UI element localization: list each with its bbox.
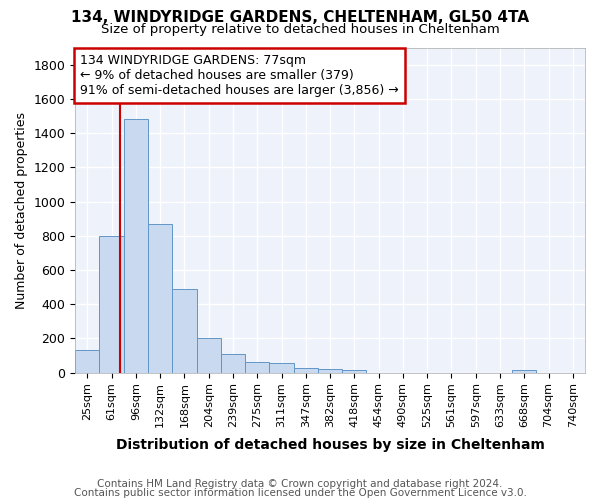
- Bar: [512, 370, 536, 372]
- Bar: [318, 369, 342, 372]
- Y-axis label: Number of detached properties: Number of detached properties: [15, 112, 28, 308]
- Bar: [124, 120, 148, 372]
- Bar: [342, 370, 367, 372]
- Bar: [148, 224, 172, 372]
- Bar: [172, 289, 197, 372]
- Bar: [293, 368, 318, 372]
- Text: Contains HM Land Registry data © Crown copyright and database right 2024.: Contains HM Land Registry data © Crown c…: [97, 479, 503, 489]
- X-axis label: Distribution of detached houses by size in Cheltenham: Distribution of detached houses by size …: [116, 438, 545, 452]
- Bar: [75, 350, 100, 372]
- Bar: [197, 338, 221, 372]
- Text: 134 WINDYRIDGE GARDENS: 77sqm
← 9% of detached houses are smaller (379)
91% of s: 134 WINDYRIDGE GARDENS: 77sqm ← 9% of de…: [80, 54, 399, 97]
- Bar: [245, 362, 269, 372]
- Bar: [221, 354, 245, 372]
- Bar: [100, 236, 124, 372]
- Text: Contains public sector information licensed under the Open Government Licence v3: Contains public sector information licen…: [74, 488, 526, 498]
- Text: 134, WINDYRIDGE GARDENS, CHELTENHAM, GL50 4TA: 134, WINDYRIDGE GARDENS, CHELTENHAM, GL5…: [71, 10, 529, 25]
- Bar: [269, 364, 293, 372]
- Text: Size of property relative to detached houses in Cheltenham: Size of property relative to detached ho…: [101, 22, 499, 36]
